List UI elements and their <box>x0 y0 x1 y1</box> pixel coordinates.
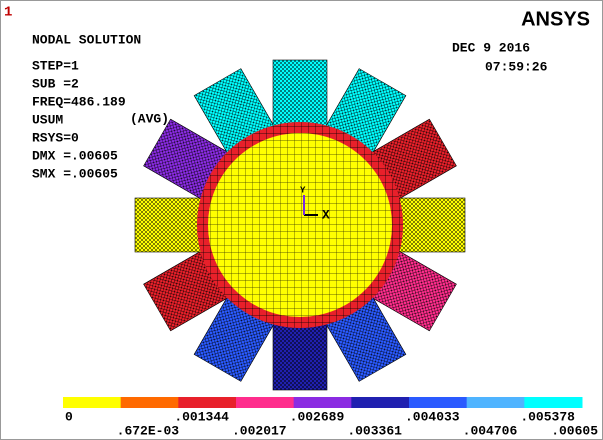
legend-label: .004706 <box>463 423 518 438</box>
legend-band <box>236 397 295 408</box>
info-line: USUM <box>32 112 63 127</box>
triad-y-label: Y <box>300 185 306 195</box>
tooth-mesh <box>273 320 327 390</box>
tooth <box>272 59 328 131</box>
tooth-mesh <box>135 198 205 252</box>
legend-label: .672E-03 <box>117 423 180 438</box>
legend-label: .001344 <box>174 409 229 424</box>
legend-band <box>293 397 352 408</box>
legend-band <box>409 397 468 408</box>
legend-label: .005378 <box>520 409 575 424</box>
avg: (AVG) <box>130 111 169 126</box>
legend-label: .002689 <box>290 409 345 424</box>
legend-band <box>351 397 410 408</box>
legend-band <box>524 397 583 408</box>
info-line: DMX =.00605 <box>32 148 118 163</box>
title: NODAL SOLUTION <box>32 32 141 47</box>
info-line: SMX =.00605 <box>32 166 118 181</box>
tooth-mesh <box>395 198 465 252</box>
info-line: SUB =2 <box>32 76 79 91</box>
legend-band <box>120 397 179 408</box>
info-line: RSYS=0 <box>32 130 79 145</box>
tooth-mesh <box>273 60 327 130</box>
info-line: STEP=1 <box>32 58 79 73</box>
tooth <box>272 319 328 391</box>
tooth <box>394 197 466 253</box>
logo: ANSYS <box>521 8 590 30</box>
window-number: 1 <box>4 5 12 21</box>
triad-x-label: X <box>322 207 330 222</box>
legend-label: .00605 <box>551 423 598 438</box>
legend-label: .002017 <box>232 423 287 438</box>
info-line: FREQ=486.189 <box>32 94 126 109</box>
tooth <box>134 197 206 253</box>
date: DEC 9 2016 <box>452 40 530 55</box>
legend-label: 0 <box>65 409 73 424</box>
legend-label: .004033 <box>405 409 460 424</box>
core-mesh <box>208 133 392 317</box>
legend-band <box>63 397 122 408</box>
legend-band <box>466 397 525 408</box>
legend-band <box>178 397 237 408</box>
legend-label: .003361 <box>347 423 402 438</box>
time: 07:59:26 <box>485 59 548 74</box>
